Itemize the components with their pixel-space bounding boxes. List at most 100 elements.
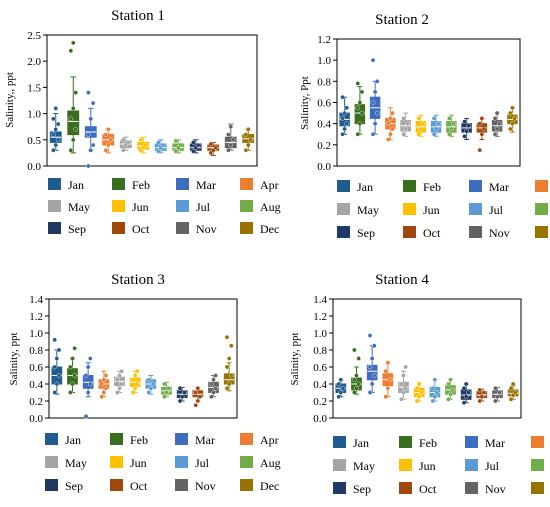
data-point [245, 127, 251, 132]
legend-swatch-sep [45, 479, 58, 491]
y-tick-label: 1.0 [29, 328, 43, 340]
data-point [53, 142, 59, 148]
legend-swatch-mar [469, 180, 482, 192]
data-point [55, 121, 61, 127]
chart-title-2: Station 2 [375, 12, 429, 28]
data-point [479, 394, 485, 400]
legend-swatch-aug [535, 203, 548, 215]
data-point [70, 381, 75, 387]
legend-label-oct: Oct [423, 226, 441, 240]
data-point [344, 121, 350, 126]
legend-swatch-mar [175, 433, 188, 445]
data-point [399, 381, 404, 387]
data-point [193, 402, 198, 408]
data-point [130, 377, 136, 383]
data-point [156, 140, 161, 145]
data-point [103, 147, 109, 153]
data-point [132, 385, 138, 391]
legend-swatch-aug [531, 459, 544, 471]
legend-swatch-jan [337, 180, 350, 192]
data-point [492, 131, 498, 137]
data-point [68, 147, 74, 153]
legend-swatch-jul [176, 200, 189, 212]
data-point [477, 121, 483, 126]
y-tick-label: 0.2 [317, 140, 331, 152]
data-point [224, 385, 230, 391]
data-point [418, 126, 424, 132]
data-point [385, 137, 391, 142]
legend-swatch-nov [465, 482, 478, 494]
data-point [477, 147, 483, 153]
legend-label-may: May [357, 203, 379, 217]
data-point [356, 381, 361, 387]
y-axis-label-3: Salinity, ppt [8, 332, 20, 385]
legend-swatch-feb [112, 178, 125, 190]
data-point [226, 147, 231, 153]
data-point [448, 377, 453, 383]
legend-swatch-sep [337, 226, 350, 238]
data-point [430, 398, 435, 404]
data-point [403, 385, 408, 391]
data-point [68, 364, 73, 370]
y-tick-label: 0.2 [29, 396, 43, 408]
data-point [385, 360, 391, 366]
data-point [466, 123, 472, 129]
legend-label-jul: Jul [485, 459, 500, 473]
data-point [354, 385, 359, 391]
legend-label-nov: Nov [196, 222, 217, 236]
y-tick-label: 1.2 [29, 311, 43, 323]
data-point [374, 79, 380, 84]
legend-swatch-aug [240, 200, 253, 212]
data-point [226, 356, 232, 361]
data-point [86, 132, 91, 137]
data-point [372, 121, 378, 126]
data-point [461, 385, 467, 391]
legend-label-dec: Dec [260, 222, 279, 236]
data-point [88, 356, 93, 361]
chart-title-1: Station 1 [111, 8, 165, 24]
data-point [463, 381, 469, 387]
data-point [70, 106, 76, 111]
legend-label-nov: Nov [485, 482, 506, 496]
data-point [510, 381, 516, 387]
data-point [195, 142, 201, 148]
data-point [117, 373, 122, 378]
y-tick-label: 1.0 [313, 328, 327, 340]
data-point [390, 126, 395, 132]
legend-label-dec: Dec [260, 479, 279, 493]
legend-swatch-jun [110, 456, 123, 468]
data-point [135, 368, 140, 374]
legend-swatch-nov [469, 226, 482, 238]
data-point [245, 142, 251, 148]
data-point [416, 116, 422, 121]
data-point [209, 394, 214, 400]
data-point [53, 127, 59, 132]
legend-label-feb: Feb [132, 178, 150, 192]
legend-label-mar: Mar [489, 180, 509, 194]
legend-label-aug: Aug [260, 456, 281, 470]
data-point [70, 40, 76, 46]
chart-title-3: Station 3 [111, 272, 165, 288]
data-point [401, 373, 406, 378]
legend-swatch-jul [175, 456, 188, 468]
data-point [243, 147, 249, 153]
data-point [479, 131, 485, 137]
y-tick-label: 1.2 [317, 34, 331, 46]
y-tick-label: 0.8 [313, 345, 327, 357]
legend-swatch-jan [333, 436, 346, 448]
data-point [224, 334, 230, 340]
data-point [52, 364, 57, 370]
y-tick-label: 0.8 [317, 76, 331, 88]
legend-label-jul: Jul [196, 200, 211, 214]
data-point [508, 385, 514, 391]
data-point [115, 390, 120, 395]
y-tick-label: 1.4 [29, 294, 43, 306]
data-point [99, 394, 104, 400]
data-point [414, 398, 420, 404]
data-point [414, 385, 420, 391]
legend-label-jul: Jul [195, 456, 210, 470]
data-point [179, 394, 185, 400]
legend-label-nov: Nov [489, 226, 510, 240]
legend-swatch-may [333, 459, 346, 471]
